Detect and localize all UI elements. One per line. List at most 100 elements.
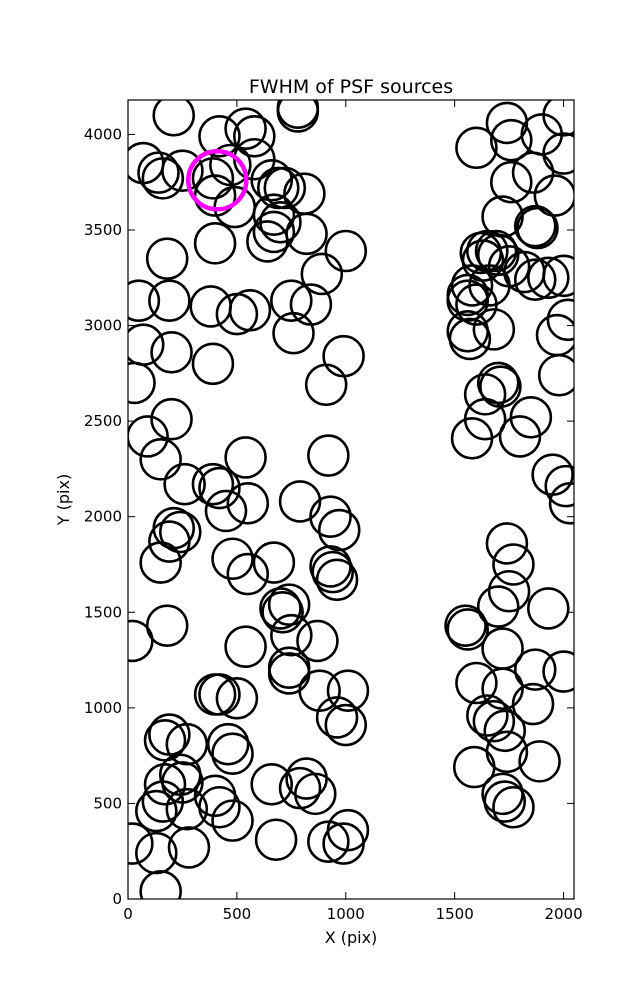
psf-source-circle (537, 353, 574, 397)
psf-source-circle (474, 229, 518, 273)
psf-source-circle (215, 292, 259, 336)
psf-source-circle (311, 550, 355, 594)
psf-source-circle (516, 206, 559, 250)
psf-source-circle (285, 757, 328, 800)
psf-source-circle (307, 434, 350, 477)
psf-source-circle (211, 732, 254, 776)
psf-source-circle (317, 508, 361, 552)
psf-source-circle (487, 569, 531, 613)
psf-source-circle (322, 334, 365, 378)
psf-source-circle (135, 789, 178, 833)
y-tick-label: 1000 (84, 699, 122, 717)
psf-source-circle (544, 464, 574, 508)
psf-source-circle (466, 694, 509, 737)
psf-source-circle (128, 279, 161, 322)
psf-source-circle (189, 285, 233, 328)
psf-source-circle (128, 361, 156, 405)
psf-source-circle (128, 415, 169, 458)
psf-source-circle (252, 210, 296, 254)
psf-source-circle (472, 699, 516, 743)
psf-source-circle (209, 143, 252, 187)
psf-source-circle (315, 558, 359, 602)
psf-source-circle (141, 780, 185, 823)
psf-source-circle (542, 254, 574, 298)
psf-source-circle (191, 342, 235, 386)
axis-ticks: 0 500 1000 1500 2000 0 500 1000 1500 2000 2500 3000… (84, 100, 583, 923)
psf-source-circle (211, 537, 254, 581)
psf-source-circle (324, 229, 368, 273)
psf-source-circle (463, 373, 507, 416)
psf-source-circle (278, 480, 322, 523)
psf-source-circle (198, 115, 241, 158)
psf-source-circle (548, 482, 574, 525)
y-axis-label: Y (pix) (54, 474, 73, 526)
psf-source-circle (270, 613, 313, 657)
psf-source-circle (481, 772, 524, 816)
y-tick-label: 1500 (84, 603, 122, 621)
psf-source-circle (204, 489, 248, 533)
psf-source-circle (259, 587, 302, 630)
psf-source-circle (533, 174, 574, 217)
psf-source-circle (296, 619, 339, 663)
psf-source-circle (150, 397, 193, 441)
psf-source-circle (542, 650, 574, 693)
y-tick-label: 2000 (84, 508, 122, 526)
psf-source-circle (304, 363, 348, 407)
y-tick-label: 2500 (84, 412, 122, 430)
psf-source-circle (326, 669, 370, 712)
x-tick-label: 2000 (544, 905, 582, 923)
psf-source-circle (163, 462, 206, 506)
psf-source-circle (224, 436, 267, 479)
psf-source-circle (252, 193, 296, 236)
y-tick-label: 0 (112, 890, 122, 908)
psf-source-circle (446, 608, 490, 651)
psf-source-circle (455, 126, 498, 170)
psf-source-circle (165, 787, 209, 831)
psf-source-circle (518, 740, 561, 783)
psf-source-circle (298, 669, 341, 712)
psf-source-circle (224, 107, 267, 150)
psf-source-circle (481, 667, 524, 711)
psf-source-circle (228, 288, 272, 332)
psf-source-circle (128, 619, 154, 663)
y-tick-label: 500 (93, 794, 122, 812)
psf-source-circle (293, 772, 337, 816)
psf-source-circle (137, 151, 180, 194)
psf-source-circle (455, 661, 498, 705)
psf-source-circle (324, 703, 368, 747)
psf-source-circle (198, 785, 241, 829)
psf-source-circle (263, 166, 307, 210)
psf-source-circle (492, 785, 535, 829)
psf-source-circle (542, 100, 574, 137)
psf-source-circle (206, 722, 250, 766)
psf-source-circle (309, 495, 352, 539)
x-tick-label: 1000 (327, 905, 365, 923)
psf-source-circle (215, 676, 259, 720)
psf-source-circle (250, 763, 294, 806)
psf-source-circle (193, 222, 237, 265)
psf-source-circle (483, 709, 527, 753)
highlighted-source-circle (186, 149, 249, 212)
psf-source-circle (191, 462, 235, 506)
psf-source-circle (511, 151, 555, 194)
psf-source-circle (211, 799, 254, 842)
psf-source-circle (542, 132, 574, 175)
psf-source-circle (272, 311, 315, 355)
psf-source-circle (472, 308, 516, 351)
psf-source-circle (224, 625, 267, 668)
psf-source-circle (139, 541, 182, 584)
psf-source-circle (307, 820, 350, 863)
x-axis-label: X (pix) (325, 928, 378, 947)
psf-source-circle (233, 115, 276, 158)
psf-source-circle (143, 763, 187, 806)
psf-source-circle (300, 252, 344, 296)
psf-source-circle (448, 317, 492, 361)
psf-source-circle (191, 157, 235, 200)
x-tick-label: 0 (123, 905, 133, 923)
psf-source-circle (141, 157, 185, 200)
psf-source-circle (483, 780, 527, 823)
psf-source-circle (158, 753, 202, 797)
psf-source-circle (158, 510, 202, 554)
psf-source-circle (270, 279, 313, 323)
psf-source-circle (167, 826, 211, 869)
